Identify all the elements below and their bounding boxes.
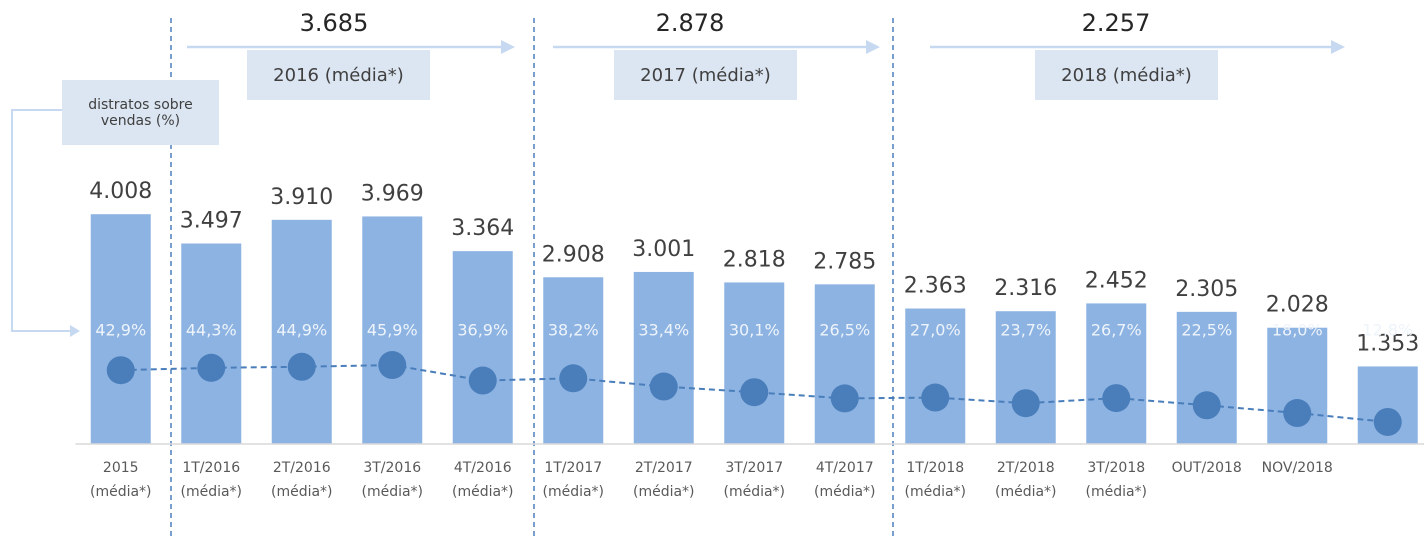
line-dot — [921, 383, 950, 412]
line-dot — [740, 378, 769, 407]
bar-value-label: 2.908 — [542, 242, 605, 267]
x-tick-label: 2T/2016 — [273, 460, 331, 476]
line-value-label: 42,9% — [95, 321, 146, 340]
bar — [362, 216, 423, 444]
legend-arrowhead — [70, 325, 80, 337]
x-tick-label: (média*) — [361, 484, 423, 500]
x-tick-label: 1T/2017 — [544, 460, 602, 476]
bar-value-label: 3.364 — [451, 216, 514, 241]
bar-value-label: 2.452 — [1085, 268, 1148, 293]
bar-value-label: 2.363 — [904, 274, 967, 299]
group-arrowhead — [1331, 40, 1345, 54]
group-value: 2.878 — [656, 9, 725, 37]
line-value-label: 38,2% — [548, 321, 599, 340]
line-value-label: 12,8% — [1362, 321, 1413, 340]
x-tick-label: (média*) — [723, 484, 785, 500]
bar-value-label: 2.305 — [1175, 277, 1238, 302]
line-value-label: 30,1% — [729, 321, 780, 340]
group-value: 2.257 — [1082, 9, 1151, 37]
x-tick-label: (média*) — [180, 484, 242, 500]
line-dot — [197, 353, 226, 382]
line-dot — [1373, 407, 1402, 436]
line-dot — [830, 384, 859, 413]
group-label: 2016 (média*) — [247, 50, 430, 100]
x-tick-label: (média*) — [271, 484, 333, 500]
line-dot — [106, 356, 135, 385]
bar-value-label: 4.008 — [89, 179, 152, 204]
line-value-label: 33,4% — [638, 321, 689, 340]
bar — [905, 308, 966, 444]
group-arrowhead — [866, 40, 880, 54]
line-value-label: 26,5% — [819, 321, 870, 340]
line-value-label: 18,0% — [1272, 321, 1323, 340]
x-tick-label: NOV/2018 — [1262, 460, 1333, 476]
line-value-label: 44,9% — [276, 321, 327, 340]
bar — [1176, 311, 1237, 444]
bar — [271, 219, 332, 444]
x-tick-label: (média*) — [1085, 484, 1147, 500]
x-tick-label: (média*) — [633, 484, 695, 500]
x-tick-label: (média*) — [904, 484, 966, 500]
bar-value-label: 3.497 — [180, 209, 243, 234]
line-dot — [559, 364, 588, 393]
x-tick-label: 2T/2017 — [635, 460, 693, 476]
x-tick-label: 3T/2016 — [363, 460, 421, 476]
x-tick-label: 3T/2017 — [725, 460, 783, 476]
bar — [633, 271, 694, 444]
x-tick-label: 1T/2016 — [182, 460, 240, 476]
x-tick-label: (média*) — [542, 484, 604, 500]
bar-value-label: 2.818 — [723, 247, 786, 272]
line-value-label: 23,7% — [1000, 321, 1051, 340]
x-tick-label: 3T/2018 — [1087, 460, 1145, 476]
line-value-label: 36,9% — [457, 321, 508, 340]
x-tick-label: 2015 — [103, 460, 139, 476]
line-value-label: 45,9% — [367, 321, 418, 340]
x-tick-label: 4T/2017 — [816, 460, 874, 476]
line-value-label: 44,3% — [186, 321, 237, 340]
x-tick-label: 1T/2018 — [906, 460, 964, 476]
bar — [995, 311, 1056, 444]
group-arrowhead — [501, 40, 515, 54]
bar-value-label: 3.001 — [632, 237, 695, 262]
bar-value-label: 2.785 — [813, 249, 876, 274]
legend-box: distratos sobre vendas (%) — [62, 80, 219, 145]
bar-value-label: 3.910 — [270, 185, 333, 210]
bar — [452, 251, 513, 444]
x-tick-label: (média*) — [452, 484, 514, 500]
line-dot — [649, 372, 678, 401]
x-tick-label: OUT/2018 — [1172, 460, 1242, 476]
bar-value-label: 3.969 — [361, 181, 424, 206]
x-tick-label: 2T/2018 — [997, 460, 1055, 476]
group-label: 2018 (média*) — [1035, 50, 1218, 100]
line-dot — [1192, 391, 1221, 420]
line-dot — [1011, 389, 1040, 418]
bar-value-label: 2.028 — [1266, 293, 1329, 318]
group-value: 3.685 — [300, 9, 369, 37]
group-label: 2017 (média*) — [614, 50, 797, 100]
bar-value-label: 2.316 — [994, 276, 1057, 301]
line-dot — [1283, 399, 1312, 428]
line-value-label: 26,7% — [1091, 321, 1142, 340]
bar — [543, 277, 604, 444]
line-dot — [468, 366, 497, 395]
x-tick-label: (média*) — [995, 484, 1057, 500]
bar — [724, 282, 785, 444]
bar — [1086, 303, 1147, 444]
x-tick-label: (média*) — [90, 484, 152, 500]
x-tick-label: 4T/2016 — [454, 460, 512, 476]
line-value-label: 27,0% — [910, 321, 961, 340]
line-value-label: 22,5% — [1181, 321, 1232, 340]
line-dot — [287, 352, 316, 381]
line-dot — [378, 351, 407, 380]
legend-connector — [11, 109, 70, 332]
bar — [181, 243, 242, 444]
bar — [814, 284, 875, 444]
line-dot — [1102, 384, 1131, 413]
bar-value-label: 1.353 — [1356, 331, 1419, 356]
x-tick-label: (média*) — [814, 484, 876, 500]
bar — [90, 214, 151, 444]
